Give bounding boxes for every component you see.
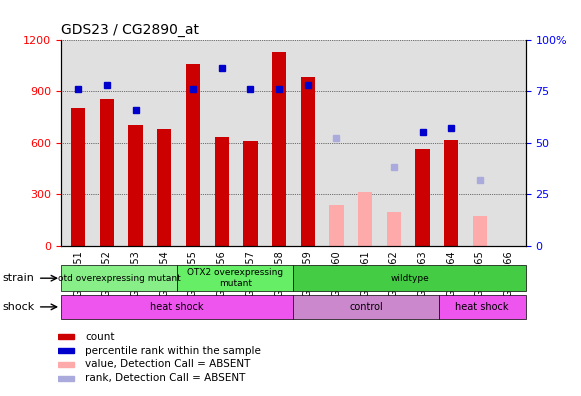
Bar xyxy=(293,295,439,319)
Text: rank, Detection Call = ABSENT: rank, Detection Call = ABSENT xyxy=(85,373,246,383)
Bar xyxy=(272,51,286,246)
Bar xyxy=(386,212,401,246)
Text: wildtype: wildtype xyxy=(390,274,429,283)
Bar xyxy=(100,99,114,246)
Bar xyxy=(61,265,177,291)
Text: percentile rank within the sample: percentile rank within the sample xyxy=(85,346,261,356)
Bar xyxy=(214,137,229,246)
Bar xyxy=(243,141,257,246)
Bar xyxy=(58,348,74,353)
Text: heat shock: heat shock xyxy=(456,302,509,312)
Bar xyxy=(473,216,487,246)
Bar xyxy=(61,295,293,319)
Bar xyxy=(128,126,143,246)
Text: value, Detection Call = ABSENT: value, Detection Call = ABSENT xyxy=(85,360,250,369)
Text: otd overexpressing mutant: otd overexpressing mutant xyxy=(58,274,181,283)
Bar xyxy=(58,334,74,339)
Bar xyxy=(71,108,85,246)
Bar xyxy=(58,375,74,381)
Bar xyxy=(329,205,343,246)
Text: count: count xyxy=(85,331,115,342)
Bar xyxy=(157,129,171,246)
Bar xyxy=(177,265,293,291)
Text: strain: strain xyxy=(3,273,35,284)
Bar xyxy=(58,362,74,367)
Bar xyxy=(293,265,526,291)
Bar xyxy=(439,295,526,319)
Text: OTX2 overexpressing
mutant: OTX2 overexpressing mutant xyxy=(187,268,284,288)
Bar xyxy=(415,148,430,246)
Text: GDS23 / CG2890_at: GDS23 / CG2890_at xyxy=(61,23,199,37)
Bar xyxy=(444,140,458,246)
Bar xyxy=(186,64,200,246)
Bar xyxy=(300,77,315,246)
Text: control: control xyxy=(349,302,383,312)
Text: heat shock: heat shock xyxy=(150,302,204,312)
Bar xyxy=(358,192,372,246)
Text: shock: shock xyxy=(3,302,35,312)
